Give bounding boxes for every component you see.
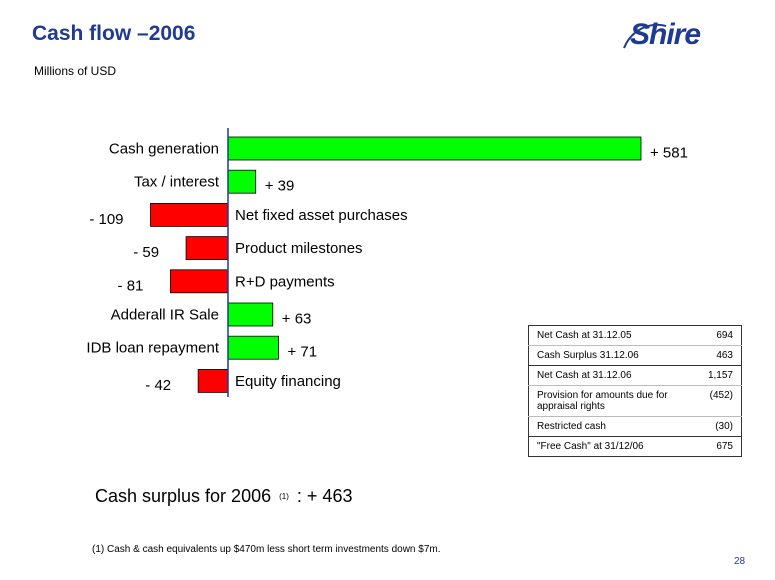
table-cell-label: Cash Surplus 31.12.06: [528, 345, 700, 366]
logo-swoosh-icon: [623, 23, 667, 49]
summary-note-marker: (1): [279, 492, 289, 501]
table-cell-label: Net Cash at 31.12.05: [528, 325, 700, 346]
table-cell-value: 1,157: [699, 365, 742, 386]
bar: [227, 335, 279, 360]
page-title: Cash flow –2006: [32, 22, 196, 45]
page-number: 28: [734, 556, 746, 567]
table-row: Cash Surplus 31.12.06 463: [528, 345, 742, 366]
data-label: + 63: [282, 311, 312, 328]
category-label: Net fixed asset purchases: [235, 207, 408, 224]
bar: [185, 236, 229, 261]
bar: [170, 269, 229, 294]
table-cell-value: 463: [699, 345, 742, 366]
category-label: Cash generation: [109, 141, 219, 158]
cash-surplus-summary: Cash surplus for 2006 (1) : + 463: [95, 486, 352, 507]
table-cell-value: (452): [699, 385, 742, 417]
table-cell-label: Net Cash at 31.12.06: [528, 365, 700, 386]
page-subtitle: Millions of USD: [34, 64, 117, 78]
bar: [227, 169, 257, 194]
data-label: - 42: [145, 377, 171, 394]
data-label: - 109: [89, 211, 123, 228]
bar: [197, 368, 229, 393]
bar: [227, 302, 274, 327]
data-label: + 71: [287, 344, 317, 361]
summary-prefix: Cash surplus for 2006: [95, 486, 272, 506]
bar: [150, 202, 229, 227]
table-cell-label: Restricted cash: [528, 416, 700, 437]
category-label: Tax / interest: [134, 174, 220, 191]
logo-text: Shire: [630, 18, 701, 51]
data-label: - 81: [118, 277, 144, 294]
category-label: Equity financing: [235, 373, 341, 390]
data-label: + 39: [265, 178, 295, 195]
table-row: Restricted cash (30): [528, 416, 742, 437]
table-row: "Free Cash" at 31/12/06 675: [529, 437, 742, 457]
table-row: Net Cash at 31.12.05 694: [528, 325, 742, 346]
summary-suffix: : + 463: [296, 486, 353, 506]
category-label: Product milestones: [235, 240, 363, 257]
category-label: Adderall IR Sale: [111, 307, 219, 324]
table-cell-label: "Free Cash" at 31/12/06: [537, 441, 644, 452]
table-cell-value: 675: [716, 441, 733, 452]
shire-logo: Shire: [622, 18, 722, 56]
category-label: IDB loan repayment: [86, 340, 219, 357]
table-row: Provision for amounts due for appraisal …: [528, 385, 742, 417]
net-cash-table: Net Cash at 31.12.05 694 Cash Surplus 31…: [528, 325, 742, 457]
data-label: - 59: [133, 244, 159, 261]
table-row: Net Cash at 31.12.06 1,157: [528, 365, 742, 386]
footnote: (1) Cash & cash equivalents up $470m les…: [92, 544, 441, 555]
category-label: R+D payments: [235, 273, 335, 290]
table-cell-value: (30): [699, 416, 742, 437]
table-cell-label: Provision for amounts due for appraisal …: [528, 385, 700, 417]
data-label: + 581: [650, 145, 688, 162]
table-cell-value: 694: [699, 325, 742, 346]
cash-flow-chart: Cash generation + 581 Tax / interest + 39 Ne…: [86, 128, 688, 397]
bar: [227, 136, 642, 161]
